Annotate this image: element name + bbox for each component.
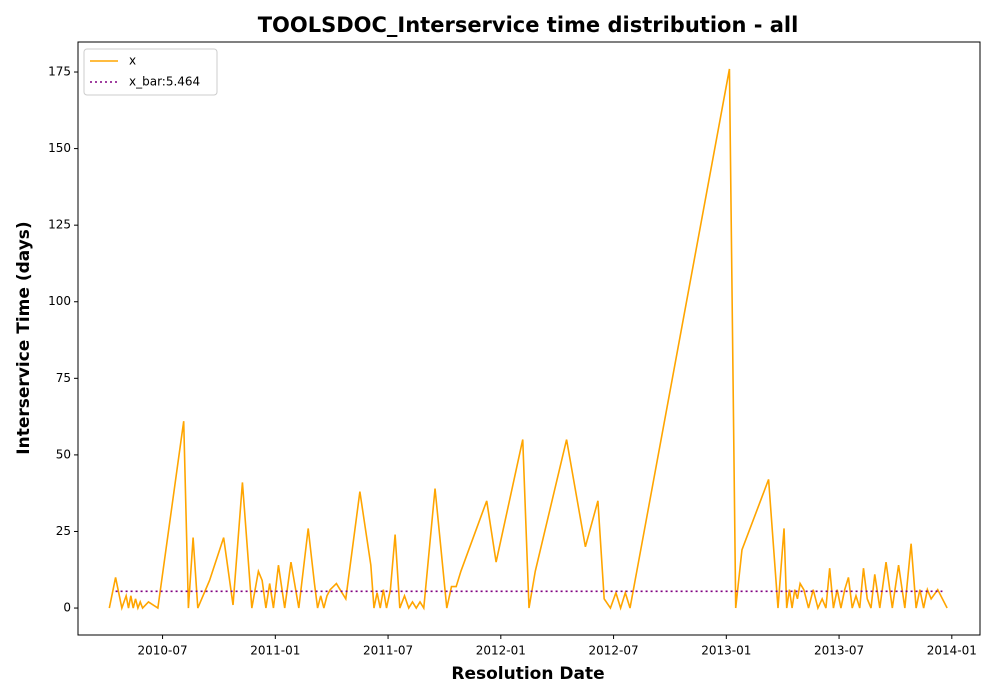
y-tick-label: 125 xyxy=(48,218,71,232)
x-tick-label: 2012-01 xyxy=(476,644,526,658)
y-axis-label: Interservice Time (days) xyxy=(14,221,34,454)
y-tick-label: 0 xyxy=(63,601,71,615)
legend-label: x xyxy=(129,54,136,68)
y-tick-label: 175 xyxy=(48,65,71,79)
y-tick-label: 150 xyxy=(48,141,71,155)
y-tick-label: 100 xyxy=(48,294,71,308)
legend-label: x_bar:5.464 xyxy=(129,75,200,89)
plot-area xyxy=(77,41,981,636)
x-axis-label: Resolution Date xyxy=(451,664,604,684)
y-tick-label: 50 xyxy=(56,447,71,461)
x-tick-label: 2014-01 xyxy=(927,644,977,658)
y-tick-label: 25 xyxy=(56,524,71,538)
data-line xyxy=(108,68,948,612)
x-tick-label: 2013-07 xyxy=(814,644,864,658)
x-tick-label: 2013-01 xyxy=(701,644,751,658)
x-tick-label: 2012-07 xyxy=(588,644,638,658)
x-tick-label: 2010-07 xyxy=(137,644,187,658)
y-tick-label: 75 xyxy=(56,371,71,385)
chart-title: TOOLSDOC_Interservice time distribution … xyxy=(258,13,799,37)
x-tick-label: 2011-01 xyxy=(250,644,300,658)
x-tick-label: 2011-07 xyxy=(363,644,413,658)
